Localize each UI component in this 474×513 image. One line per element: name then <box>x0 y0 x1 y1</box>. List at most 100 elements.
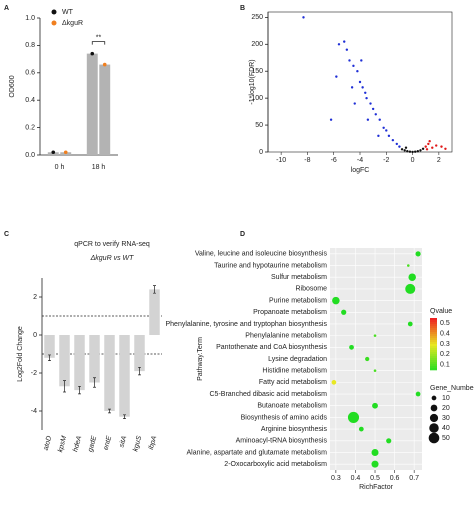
colorbar-tick-label: 0.3 <box>440 341 450 348</box>
point <box>366 118 370 121</box>
colorbar-segment <box>430 340 437 343</box>
size-legend-marker <box>429 423 439 433</box>
point <box>387 134 391 138</box>
x-tick-label: kpsM <box>57 435 68 453</box>
x-tick-label: 2 <box>437 157 441 164</box>
y-axis-label: -1*log10(FDR) <box>249 59 256 104</box>
point <box>382 126 385 129</box>
y-tick-label: Aminoacyl-tRNA biosynthesis <box>236 438 328 445</box>
point <box>428 140 431 143</box>
point <box>403 149 406 152</box>
colorbar-segment <box>430 348 437 351</box>
x-tick-label: 0.7 <box>409 475 419 482</box>
x-tick-label: -10 <box>276 157 286 164</box>
x-tick-label: sitA <box>118 435 128 448</box>
point <box>51 150 56 155</box>
x-tick-label: hdeA <box>72 435 83 453</box>
y-tick-label: Phenylalanine, tyrosine and tryptophan b… <box>166 321 328 328</box>
point <box>358 80 362 84</box>
x-axis-label: logFC <box>351 167 370 174</box>
x-tick-label: 18 h <box>92 164 106 171</box>
y-tick-label: 0 <box>259 149 263 156</box>
error-bar <box>93 377 96 388</box>
point <box>335 75 338 78</box>
y-tick-label: Fatty acid metabolism <box>259 379 327 386</box>
bubble <box>406 264 410 267</box>
bubble <box>373 369 377 372</box>
colorbar-segment <box>430 366 437 369</box>
point <box>352 64 355 68</box>
y-tick-label: Histidine metabolism <box>262 368 327 375</box>
chart-subtitle: ΔkguR vs WT <box>90 255 135 262</box>
error-bar <box>123 414 126 419</box>
x-tick-label: 0 <box>411 157 415 164</box>
legend-title: Qvalue <box>430 308 452 315</box>
point <box>421 147 425 150</box>
bar <box>74 335 85 391</box>
colorbar-segment <box>430 322 437 325</box>
point <box>425 148 429 151</box>
y-tick-label: Pantothenate and CoA biosynthesis <box>216 344 327 351</box>
point <box>63 150 68 155</box>
x-axis-label: RichFactor <box>359 484 394 491</box>
x-tick-label: -4 <box>357 157 363 164</box>
size-legend-label: 50 <box>442 435 450 442</box>
point <box>400 148 404 151</box>
x-tick-label: 0.4 <box>351 475 361 482</box>
colorbar-segment <box>430 346 437 349</box>
point <box>356 70 359 73</box>
colorbar-segment <box>430 324 437 327</box>
point <box>353 102 356 105</box>
x-tick-label: 0.6 <box>390 475 400 482</box>
legend-marker <box>51 20 57 26</box>
y-tick-label: 0.0 <box>25 152 35 159</box>
bubble <box>371 460 379 468</box>
error-bar <box>153 285 156 294</box>
bracket <box>91 41 106 45</box>
size-legend-marker <box>431 395 437 401</box>
colorbar-segment <box>430 344 437 347</box>
colorbar-segment <box>430 368 437 371</box>
y-tick-label: Ribosome <box>295 286 327 293</box>
x-tick-label: 0 h <box>55 164 65 171</box>
point <box>378 118 381 121</box>
point <box>414 150 417 153</box>
bar <box>104 335 115 411</box>
x-tick-label: ibpA <box>148 435 158 451</box>
error-bar <box>63 380 66 393</box>
size-legend-marker <box>428 432 440 444</box>
size-legend-label: 10 <box>442 395 450 402</box>
y-tick-label: 0 <box>33 332 37 339</box>
bubble <box>371 448 379 456</box>
colorbar-segment <box>430 354 437 357</box>
bar <box>86 53 98 156</box>
colorbar-segment <box>430 356 437 359</box>
error-bar <box>108 408 111 414</box>
bubble <box>415 251 421 257</box>
point <box>398 145 401 148</box>
colorbar-segment <box>430 358 437 361</box>
colorbar-segment <box>430 352 437 355</box>
bar <box>119 335 130 417</box>
bar <box>89 335 100 383</box>
point <box>435 144 438 147</box>
point <box>406 149 409 153</box>
bubble <box>372 402 378 409</box>
point <box>369 102 372 105</box>
point <box>102 62 107 67</box>
point <box>408 150 412 153</box>
y-tick-label: Alanine, aspartate and glutamate metabol… <box>187 449 328 456</box>
bubble <box>331 379 337 385</box>
point <box>343 40 346 43</box>
y-tick-label: -4 <box>31 408 37 415</box>
bubble <box>365 356 370 362</box>
y-tick-label: Butanoate metabolism <box>257 403 327 410</box>
point <box>385 129 388 132</box>
y-tick-label: 1.0 <box>25 15 35 22</box>
x-tick-label: entE <box>103 435 114 451</box>
point <box>329 118 333 121</box>
y-axis-label: OD600 <box>9 75 16 97</box>
chart-title: qPCR to verify RNA-seq <box>74 241 150 248</box>
colorbar-segment <box>430 326 437 329</box>
